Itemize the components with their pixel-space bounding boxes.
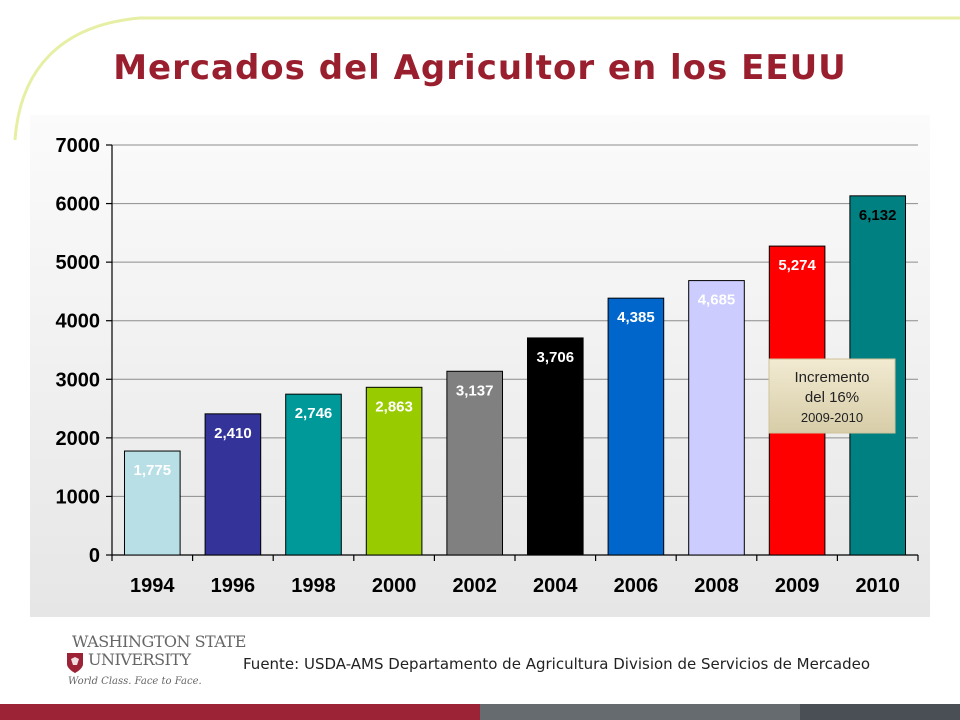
data-label-1998: 2,746 (295, 405, 333, 422)
x-tick-labels: 1994 1996 1998 2000 2002 2004 2006 2008 2009 2010 (130, 575, 900, 597)
x-tick-label: 2009 (775, 575, 820, 597)
footer-bar-crimson (0, 704, 480, 720)
y-tick-label: 6000 (56, 194, 101, 216)
data-label-2006: 4,385 (617, 309, 655, 326)
data-label-2008: 4,685 (698, 292, 736, 309)
y-tick-label: 0 (89, 545, 100, 567)
data-labels: 1,775 2,410 2,746 2,863 3,137 3,706 4,385 4,685… (134, 207, 897, 479)
bar-chart: 0 1000 2000 3000 4000 5000 6000 7000 1,775 2,410… (30, 115, 930, 617)
y-tick-label: 4000 (56, 311, 101, 333)
data-label-2010: 6,132 (859, 207, 897, 224)
y-tick-label: 2000 (56, 428, 101, 450)
logo-tagline: World Class. Face to Face. (68, 676, 202, 687)
bar-2000 (365, 386, 423, 556)
bar-1996 (204, 413, 262, 556)
annotation-box (768, 358, 896, 434)
y-tick-labels: 0 1000 2000 3000 4000 5000 6000 7000 (56, 135, 101, 567)
x-tick-label: 1996 (211, 575, 256, 597)
x-tick-label: 2008 (694, 575, 739, 597)
x-tick-label: 2006 (614, 575, 659, 597)
x-tick-label: 2000 (372, 575, 417, 597)
data-label-2004: 3,706 (537, 349, 575, 366)
annotation-line1: Incremento (794, 369, 869, 386)
annotation-line2: del 16% (805, 389, 859, 406)
increase-annotation: Incremento del 16% 2009-2010 (768, 358, 896, 434)
bar-2008 (688, 280, 745, 556)
x-tick-label: 2004 (533, 575, 578, 597)
bar-1998 (285, 393, 342, 556)
y-tick-label: 3000 (56, 369, 101, 391)
bar-1994 (123, 450, 181, 556)
y-tick-label: 7000 (56, 135, 101, 157)
data-label-2000: 2,863 (375, 398, 413, 415)
bar-2004 (526, 337, 584, 556)
x-tick-label: 2002 (452, 575, 497, 597)
logo-name-line1: WASHINGTON STATE (72, 632, 246, 651)
slide-title: Mercados del Agricultor en los EEUU (113, 48, 847, 88)
y-tick-label: 5000 (56, 252, 101, 274)
cougar-shield-icon (67, 653, 83, 673)
data-label-2002: 3,137 (456, 382, 494, 399)
x-tick-label: 1998 (291, 575, 336, 597)
y-tick-label: 1000 (56, 486, 101, 508)
footer-bar-dark-gray (800, 704, 960, 720)
bar-2002 (446, 370, 504, 556)
x-tick-label: 1994 (130, 575, 175, 597)
footer-bar (0, 704, 960, 720)
university-logo: WASHINGTON STATE UNIVERSITY World Class.… (52, 630, 246, 694)
footer-bar-gray (480, 704, 800, 720)
decorative-arc (13, 16, 960, 141)
bar-2006 (607, 297, 665, 556)
x-tick-label: 2010 (855, 575, 900, 597)
logo-name-line2: UNIVERSITY (88, 650, 191, 669)
data-label-1994: 1,775 (134, 462, 172, 479)
source-caption: Fuente: USDA-AMS Departamento de Agricul… (243, 655, 870, 673)
data-label-1996: 2,410 (214, 425, 252, 442)
data-label-2009: 5,274 (778, 257, 816, 274)
annotation-line3: 2009-2010 (801, 410, 863, 425)
